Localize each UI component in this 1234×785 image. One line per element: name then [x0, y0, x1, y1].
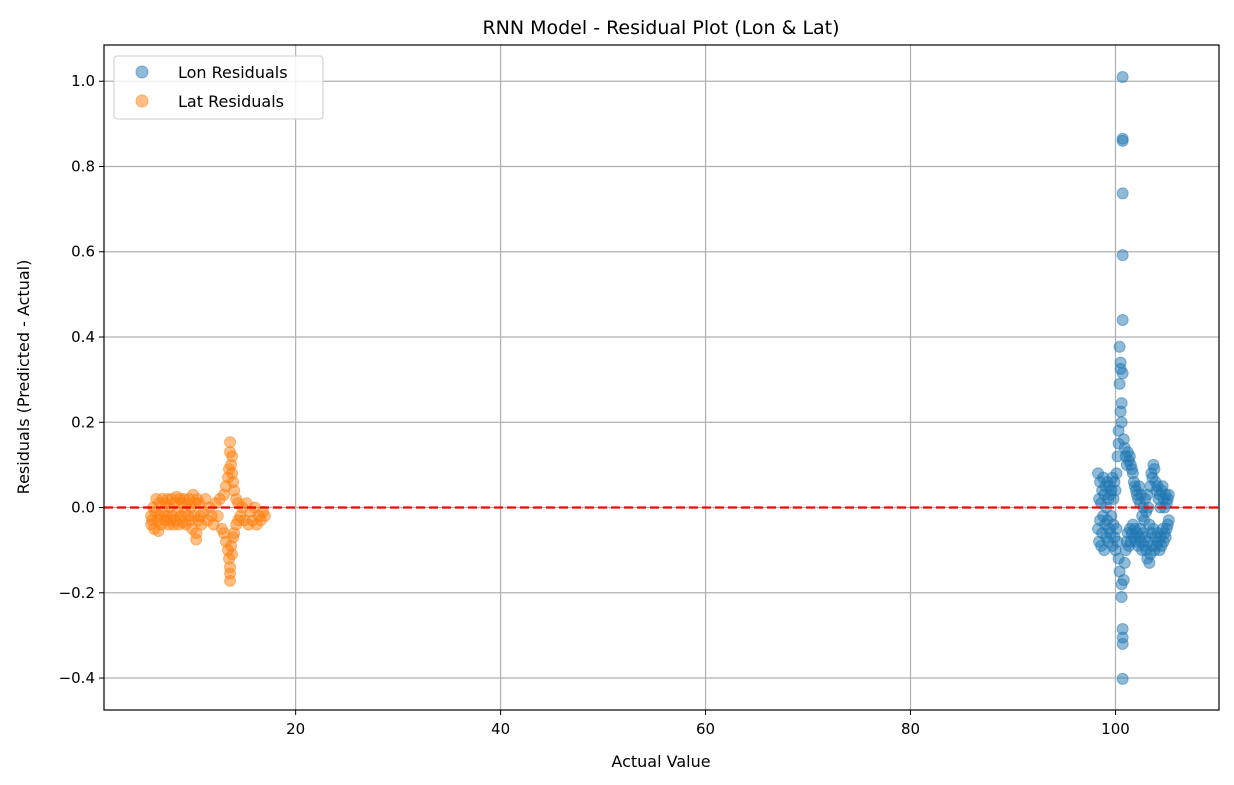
data-point — [1115, 397, 1128, 410]
data-point — [1113, 340, 1126, 353]
plot-frame — [103, 44, 1220, 711]
chart-title: RNN Model - Residual Plot (Lon & Lat) — [482, 17, 839, 39]
data-point — [211, 510, 224, 523]
data-point — [1117, 573, 1130, 586]
legend-label: Lon Residuals — [178, 63, 288, 82]
data-point — [190, 533, 203, 546]
y-axis: −0.4 −0.2 0.0 0.2 0.4 0.6 0.8 1.0 — [59, 72, 104, 687]
data-points — [145, 70, 1175, 685]
x-tick-label: 20 — [286, 720, 305, 738]
y-tick-label: 0.2 — [71, 413, 95, 431]
data-point — [1110, 522, 1123, 535]
data-point — [1162, 488, 1175, 501]
legend: Lon Residuals Lat Residuals — [113, 55, 324, 120]
data-point — [1162, 514, 1175, 527]
grid — [104, 45, 1219, 710]
data-point — [1148, 463, 1161, 476]
data-point — [1115, 416, 1128, 429]
data-point — [1116, 134, 1129, 147]
data-point — [1116, 70, 1129, 83]
data-point — [1116, 249, 1129, 262]
data-point — [1109, 484, 1122, 497]
x-axis-label: Actual Value — [611, 752, 710, 771]
legend-label: Lat Residuals — [178, 92, 284, 111]
data-point — [1110, 467, 1123, 480]
data-point — [1116, 637, 1129, 650]
y-axis-label: Residuals (Predicted - Actual) — [14, 260, 33, 495]
y-tick-label: 0.6 — [71, 243, 95, 261]
y-tick-label: 1.0 — [71, 72, 95, 90]
y-tick-label: 0.8 — [71, 157, 95, 175]
y-tick-label: 0.0 — [71, 499, 95, 517]
data-point — [258, 510, 271, 523]
y-tick-label: −0.2 — [59, 584, 95, 602]
data-point — [1116, 313, 1129, 326]
x-tick-label: 40 — [491, 720, 510, 738]
data-point — [226, 450, 239, 463]
y-tick-label: −0.4 — [59, 669, 95, 687]
data-point — [1116, 672, 1129, 685]
x-axis: 20 40 60 80 100 — [286, 710, 1130, 738]
x-tick-label: 100 — [1101, 720, 1130, 738]
legend-marker — [135, 94, 149, 108]
legend-box — [113, 55, 324, 120]
data-point — [1116, 187, 1129, 200]
series-0 — [1092, 70, 1175, 685]
data-point — [224, 574, 237, 587]
series-1 — [145, 436, 271, 587]
data-point — [1115, 591, 1128, 604]
legend-marker — [135, 65, 149, 79]
data-point — [226, 548, 239, 561]
data-point — [1113, 377, 1126, 390]
y-tick-label: 0.4 — [71, 328, 95, 346]
x-tick-label: 80 — [901, 720, 920, 738]
data-point — [1116, 367, 1129, 380]
data-point — [1118, 556, 1131, 569]
x-tick-label: 60 — [696, 720, 715, 738]
